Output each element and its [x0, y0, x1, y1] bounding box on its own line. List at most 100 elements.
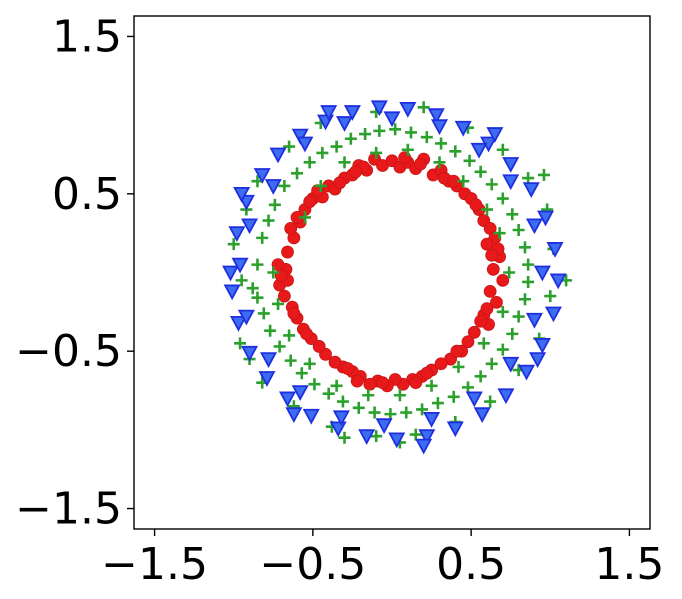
data-point [237, 309, 255, 326]
data-point [277, 289, 291, 303]
data-point [370, 430, 383, 443]
data-point [332, 410, 350, 427]
data-point [303, 195, 317, 209]
data-point [529, 352, 547, 368]
data-point [330, 379, 343, 392]
data-point [533, 265, 551, 282]
data-point [467, 325, 481, 339]
data-point [485, 248, 499, 262]
data-point [269, 147, 287, 164]
data-point [449, 145, 462, 158]
data-point [544, 306, 562, 323]
data-point [522, 172, 535, 185]
data-point [486, 127, 504, 143]
data-point [461, 381, 474, 394]
data-point [384, 408, 397, 421]
data-point [235, 274, 248, 287]
data-point [425, 379, 438, 392]
data-point [283, 140, 296, 153]
data-point [450, 344, 464, 358]
data-point [296, 136, 314, 153]
data-point [480, 302, 494, 316]
data-point [502, 356, 520, 373]
data-point [473, 407, 491, 424]
x-tick-label: 1.5 [594, 539, 664, 590]
data-point [409, 376, 423, 390]
data-point [291, 167, 304, 180]
data-point [409, 428, 422, 441]
data-point [461, 335, 475, 349]
data-point [512, 224, 525, 237]
data-point [370, 100, 388, 117]
data-point [234, 337, 247, 350]
data-point [502, 174, 520, 191]
data-point [484, 395, 497, 408]
data-point [358, 429, 376, 446]
data-point [341, 362, 355, 375]
data-point [298, 211, 311, 224]
data-point [506, 327, 519, 340]
data-point [262, 214, 275, 227]
data-point [418, 429, 436, 446]
data-point [537, 168, 550, 181]
data-point [474, 165, 487, 178]
data-point [370, 146, 383, 159]
data-point [480, 203, 493, 216]
data-point [431, 397, 444, 410]
data-point [486, 262, 500, 276]
data-point [399, 101, 417, 118]
data-point [522, 258, 535, 271]
data-point [414, 157, 427, 171]
data-point [518, 293, 531, 306]
data-point [503, 266, 516, 279]
data-point [268, 198, 281, 211]
data-point [533, 338, 551, 354]
data-point [496, 343, 509, 356]
data-markers [222, 100, 573, 455]
data-point [485, 178, 498, 191]
data-point [376, 376, 389, 390]
x-tick-label: 0.5 [436, 539, 506, 590]
data-point [279, 391, 297, 408]
data-point [302, 408, 320, 425]
data-point [362, 389, 375, 402]
data-point [295, 367, 308, 380]
x-axis: −1.5 −0.5 0.5 1.5 [101, 529, 664, 590]
data-point [546, 242, 564, 258]
data-point [329, 421, 347, 438]
data-point [253, 168, 271, 184]
data-point [241, 345, 259, 362]
data-point [457, 175, 470, 188]
data-point [284, 354, 297, 367]
data-point [383, 111, 401, 128]
data-point [264, 179, 282, 195]
data-point [401, 143, 414, 156]
plot-frame [133, 15, 651, 530]
y-tick-label: 0.5 [52, 169, 122, 220]
data-point [223, 284, 241, 301]
data-point [291, 128, 309, 145]
data-point [497, 388, 515, 405]
data-point [522, 182, 540, 198]
data-point [368, 406, 381, 419]
data-point [490, 295, 503, 309]
data-point [336, 116, 354, 132]
data-point [480, 237, 494, 251]
data-point [312, 340, 326, 353]
data-point [320, 105, 338, 121]
data-point [430, 119, 448, 136]
data-point [260, 352, 278, 368]
data-point [525, 218, 543, 235]
data-point [404, 126, 417, 139]
y-tick-label: −0.5 [15, 326, 122, 377]
plot-area [133, 15, 651, 530]
data-point [272, 297, 285, 310]
data-point [470, 142, 488, 159]
data-point [496, 143, 509, 156]
data-point [388, 432, 406, 449]
data-point [344, 132, 357, 145]
x-tick-marks [153, 529, 631, 536]
y-tick-label: −1.5 [15, 484, 122, 535]
data-point [229, 316, 247, 332]
